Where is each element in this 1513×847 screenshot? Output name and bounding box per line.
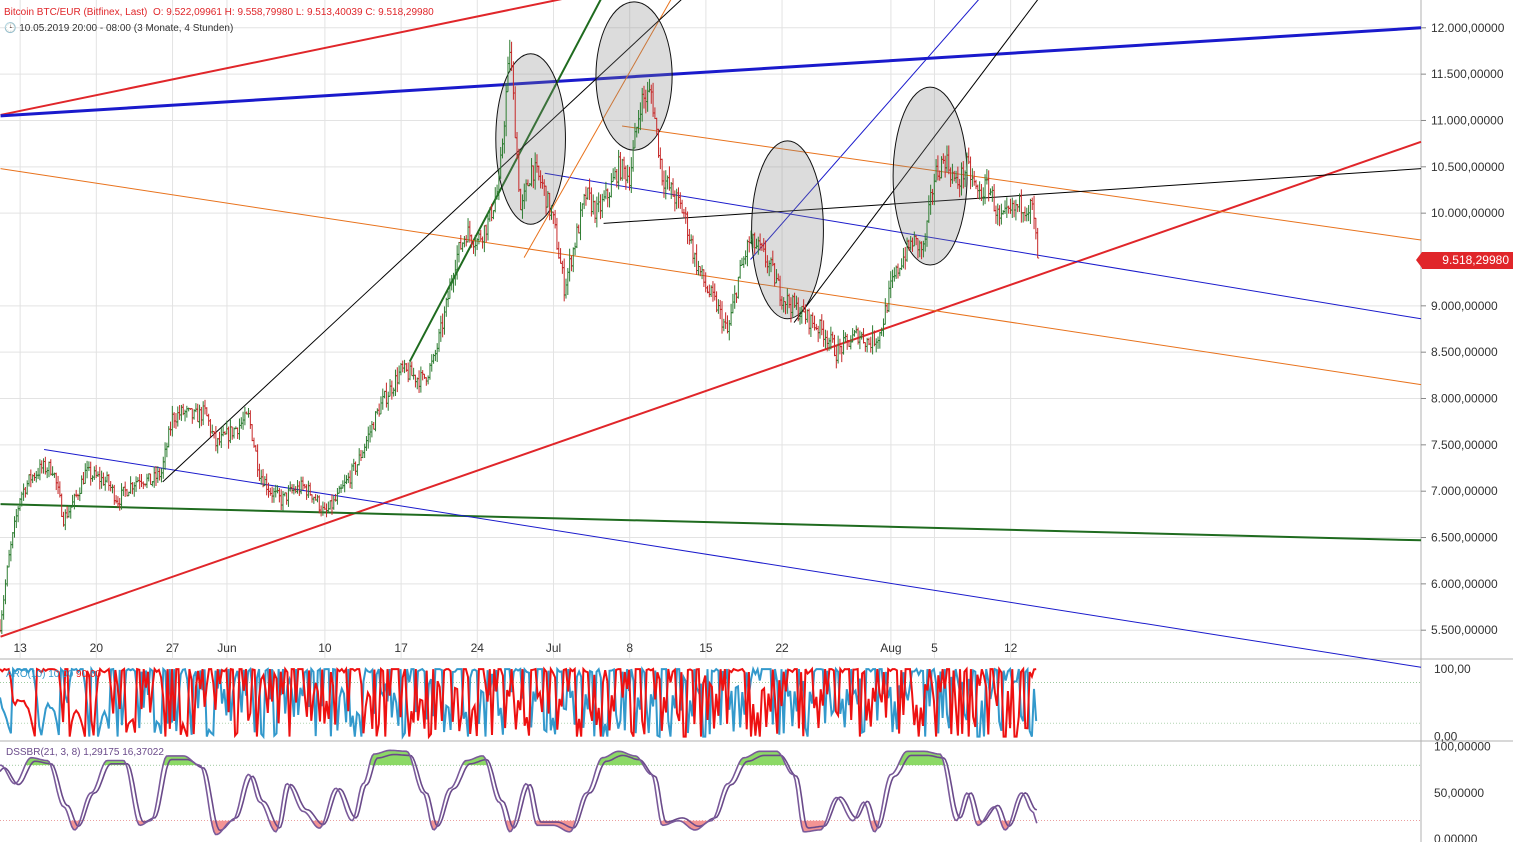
trend-line-green [0, 503, 1422, 542]
highlight-ellipse [595, 1, 673, 151]
trend-line-blue [750, 0, 979, 260]
dss-layer [0, 749, 1421, 836]
dss-legend: DSSBR(21, 3, 8) 1,29175 16,37022 [6, 747, 164, 758]
highlight-ellipse [495, 53, 566, 225]
price-axis-label: 9.000,00000 [1431, 299, 1498, 313]
dss-legend-name: DSSBR(21, 3, 8) [6, 747, 81, 758]
price-axis-label: 6.000,00000 [1431, 577, 1498, 591]
price-axis-label: 7.000,00000 [1431, 484, 1498, 498]
date-axis-label: 8 [626, 641, 633, 655]
trend-line-orange [0, 168, 1422, 386]
aroon-legend-up: 10,00 [48, 669, 74, 680]
date-axis-label: 27 [166, 641, 180, 655]
date-axis-label: 12 [1004, 641, 1018, 655]
dss-axis-label: 0,00000 [1434, 832, 1478, 842]
aroon-layer [0, 665, 1421, 740]
date-axis-label: Aug [880, 641, 901, 655]
dss-legend-fast: 1,29175 [83, 747, 120, 758]
trend-line-black [603, 168, 1422, 224]
date-axis-label: 5 [931, 641, 938, 655]
ohlc-readout: O: 9.522,09961 H: 9.558,79980 L: 9.513,4… [152, 7, 434, 18]
date-axis-label: 17 [394, 641, 408, 655]
date-axis-label: 13 [13, 641, 27, 655]
aroon-axis-label: 0,00 [1434, 730, 1458, 744]
aroon-legend-down: 90,00 [76, 669, 102, 680]
date-axis-label: Jun [217, 641, 236, 655]
aroon-legend: ARO(10) 10,00 90,00 [6, 669, 101, 680]
price-axis-label: 10.000,00000 [1431, 206, 1505, 220]
aroon-series-down [0, 665, 1037, 740]
dss-axis-label: 50,00000 [1434, 786, 1484, 800]
price-axis-label: 8.000,00000 [1431, 392, 1498, 406]
period-text: 10.05.2019 20:00 - 08:00 (3 Monate, 4 St… [19, 23, 234, 34]
dss-legend-slow: 16,37022 [122, 747, 164, 758]
price-axis-label: 10.500,00000 [1431, 160, 1505, 174]
trend-line-red [0, 0, 563, 116]
date-axis-label: 15 [699, 641, 713, 655]
trend-line-black [162, 0, 682, 483]
price-axis-label: 5.500,00000 [1431, 623, 1498, 637]
price-axis-label: 8.500,00000 [1431, 345, 1498, 359]
dss-signal-line [0, 753, 1038, 832]
aroon-axis-label: 100,00 [1434, 662, 1471, 676]
price-axis-label: 6.500,00000 [1431, 531, 1498, 545]
instrument-header: Bitcoin BTC/EUR (Bitfinex, Last) O: 9.52… [4, 7, 434, 18]
dss-overbought-zone [0, 750, 1037, 766]
price-axis-label: 7.500,00000 [1431, 438, 1498, 452]
dss-main-line [0, 749, 1038, 836]
price-axis-label: 11.000,00000 [1431, 113, 1504, 127]
candle-layer [0, 39, 1040, 635]
aroon-legend-name: ARO(10) [6, 669, 46, 680]
clock-icon: 🕒 [4, 23, 17, 34]
instrument-name: Bitcoin BTC/EUR (Bitfinex, Last) [4, 7, 148, 18]
price-axis-label: 11.500,00000 [1431, 67, 1504, 81]
date-axis-label: 10 [318, 641, 332, 655]
trend-line-red [0, 140, 1422, 638]
trend-line-green [408, 0, 602, 362]
date-axis-label: 24 [471, 641, 485, 655]
period-header: 🕒 10.05.2019 20:00 - 08:00 (3 Monate, 4 … [4, 23, 233, 34]
price-axis-label: 12.000,00000 [1431, 21, 1505, 35]
date-axis-label: 20 [90, 641, 104, 655]
dss-axis-label: 100,00000 [1434, 740, 1491, 754]
trend-line-blue [0, 26, 1422, 118]
date-axis-label: 22 [775, 641, 789, 655]
trend-line-blue [44, 448, 1422, 668]
date-axis-label: Jul [546, 641, 561, 655]
trend-line-orange [621, 125, 1422, 241]
last-price-label: 9.518,29980 [1416, 252, 1513, 269]
trend-layer [0, 0, 1422, 668]
trend-line-blue [544, 172, 1422, 320]
trend-line-black [793, 0, 1039, 323]
